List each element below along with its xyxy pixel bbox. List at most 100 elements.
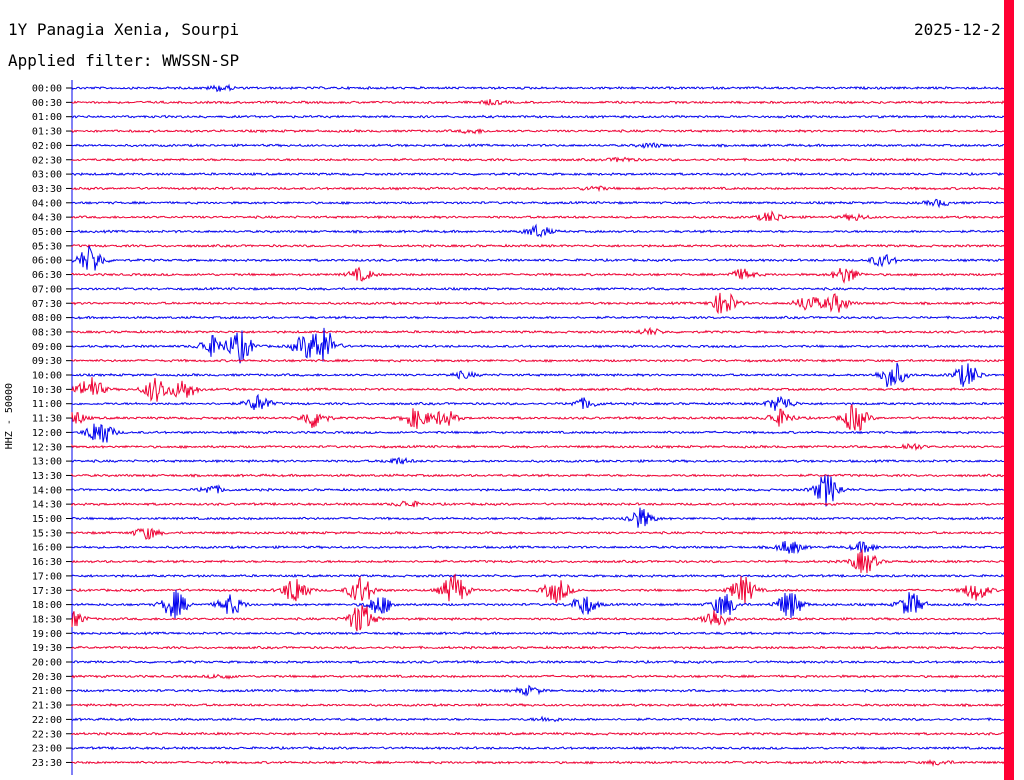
tick-label-time: 21:30 (32, 701, 62, 712)
trace-line-1430 (71, 500, 1005, 508)
tick-label-time: 22:30 (32, 729, 62, 740)
tick-label-time: 19:30 (32, 643, 62, 654)
trace-line-2330 (71, 758, 1005, 767)
tick-label-time: 18:00 (32, 600, 62, 611)
time-cursor-bar (1004, 0, 1014, 780)
trace-line-0630 (71, 266, 1005, 284)
trace-line-0600 (71, 245, 1005, 271)
trace-line-1100 (71, 393, 1005, 411)
tick-label-time: 00:00 (32, 84, 62, 95)
trace-line-1230 (71, 442, 1005, 451)
tick-label-time: 17:30 (32, 586, 62, 597)
trace-line-1800 (71, 589, 1005, 620)
date-label: 2025-12-2 (914, 20, 1001, 39)
trace-line-0900 (71, 327, 1005, 364)
tick-label-time: 16:30 (32, 557, 62, 568)
trace-line-1000 (71, 362, 1005, 388)
tick-label-time: 10:30 (32, 385, 62, 396)
trace-line-2230 (71, 731, 1005, 736)
trace-line-1200 (71, 423, 1005, 443)
tick-label-time: 07:30 (32, 299, 62, 310)
tick-label-time: 05:30 (32, 241, 62, 252)
trace-line-0530 (71, 243, 1005, 249)
tick-label-time: 06:30 (32, 270, 62, 281)
trace-line-1130 (71, 403, 1005, 432)
trace-line-2300 (71, 745, 1005, 751)
trace-line-0100 (71, 114, 1005, 119)
tick-label-time: 01:30 (32, 127, 62, 138)
tick-label-time: 14:00 (32, 485, 62, 496)
tick-label-time: 09:00 (32, 342, 62, 353)
trace-line-2030 (71, 673, 1005, 680)
tick-label-time: 18:30 (32, 614, 62, 625)
filter-label: Applied filter: WWSSN-SP (8, 51, 240, 70)
tick-label-time: 00:30 (32, 98, 62, 109)
trace-line-0330 (71, 185, 1005, 193)
trace-line-0000 (71, 83, 1005, 93)
trace-line-0400 (71, 198, 1005, 209)
tick-label-time: 04:00 (32, 198, 62, 209)
tick-label-time: 02:30 (32, 155, 62, 166)
tick-label-time: 01:00 (32, 112, 62, 123)
trace-line-0130 (71, 128, 1005, 135)
trace-line-0030 (71, 98, 1005, 106)
trace-line-1830 (71, 605, 1005, 632)
station-title: 1Y Panagia Xenia, Sourpi (8, 20, 240, 39)
tick-label-time: 06:00 (32, 256, 62, 267)
tick-label-time: 10:00 (32, 371, 62, 382)
trace-line-0730 (71, 292, 1005, 315)
trace-line-1330 (71, 472, 1005, 478)
tick-label-time: 04:30 (32, 213, 62, 224)
trace-line-0930 (71, 358, 1005, 363)
tick-label-time: 07:00 (32, 284, 62, 295)
trace-line-1530 (71, 527, 1004, 540)
tick-label-time: 23:00 (32, 744, 62, 755)
trace-line-2130 (71, 702, 1004, 708)
trace-line-1630 (71, 549, 1005, 574)
trace-line-1730 (71, 573, 1005, 605)
tick-label-time: 02:00 (32, 141, 62, 152)
tick-label-time: 13:00 (32, 457, 62, 468)
tick-label-time: 20:30 (32, 672, 62, 683)
tick-label-time: 13:30 (32, 471, 62, 482)
trace-line-1300 (71, 456, 1005, 465)
trace-line-0830 (71, 326, 1005, 336)
tick-label-time: 22:00 (32, 715, 62, 726)
tick-label-time: 16:00 (32, 543, 62, 554)
tick-label-time: 08:00 (32, 313, 62, 324)
trace-line-0800 (71, 315, 1005, 320)
tick-label-time: 09:30 (32, 356, 62, 367)
trace-line-2100 (71, 684, 1005, 697)
trace-line-1600 (71, 540, 1005, 554)
trace-line-1030 (71, 377, 1005, 402)
trace-line-2200 (71, 715, 1005, 723)
trace-line-1400 (71, 474, 1004, 507)
trace-line-0500 (71, 223, 1005, 238)
trace-line-0230 (71, 156, 1005, 163)
tick-label-time: 03:00 (32, 170, 62, 181)
tick-label-time: 08:30 (32, 327, 62, 338)
trace-line-1930 (71, 645, 1005, 650)
tick-label-time: 23:30 (32, 758, 62, 769)
tick-label-time: 15:30 (32, 528, 62, 539)
trace-line-1700 (71, 573, 1005, 579)
trace-line-0200 (71, 142, 1005, 149)
tick-label-time: 11:00 (32, 399, 62, 410)
tick-label-time: 12:00 (32, 428, 62, 439)
tick-label-time: 20:00 (32, 658, 62, 669)
tick-label-time: 03:30 (32, 184, 62, 195)
tick-label-time: 05:00 (32, 227, 62, 238)
trace-line-0300 (71, 171, 1005, 177)
tick-label-time: 21:00 (32, 686, 62, 697)
tick-label-time: 19:00 (32, 629, 62, 640)
tick-label-time: 14:30 (32, 500, 62, 511)
trace-line-0700 (71, 286, 1005, 292)
tick-label-time: 15:00 (32, 514, 62, 525)
trace-line-0430 (71, 210, 1005, 222)
trace-line-2000 (71, 659, 1005, 665)
tick-label-time: 11:30 (32, 414, 62, 425)
trace-line-1900 (71, 631, 1005, 636)
tick-label-time: 17:00 (32, 571, 62, 582)
trace-line-1500 (71, 507, 1004, 528)
